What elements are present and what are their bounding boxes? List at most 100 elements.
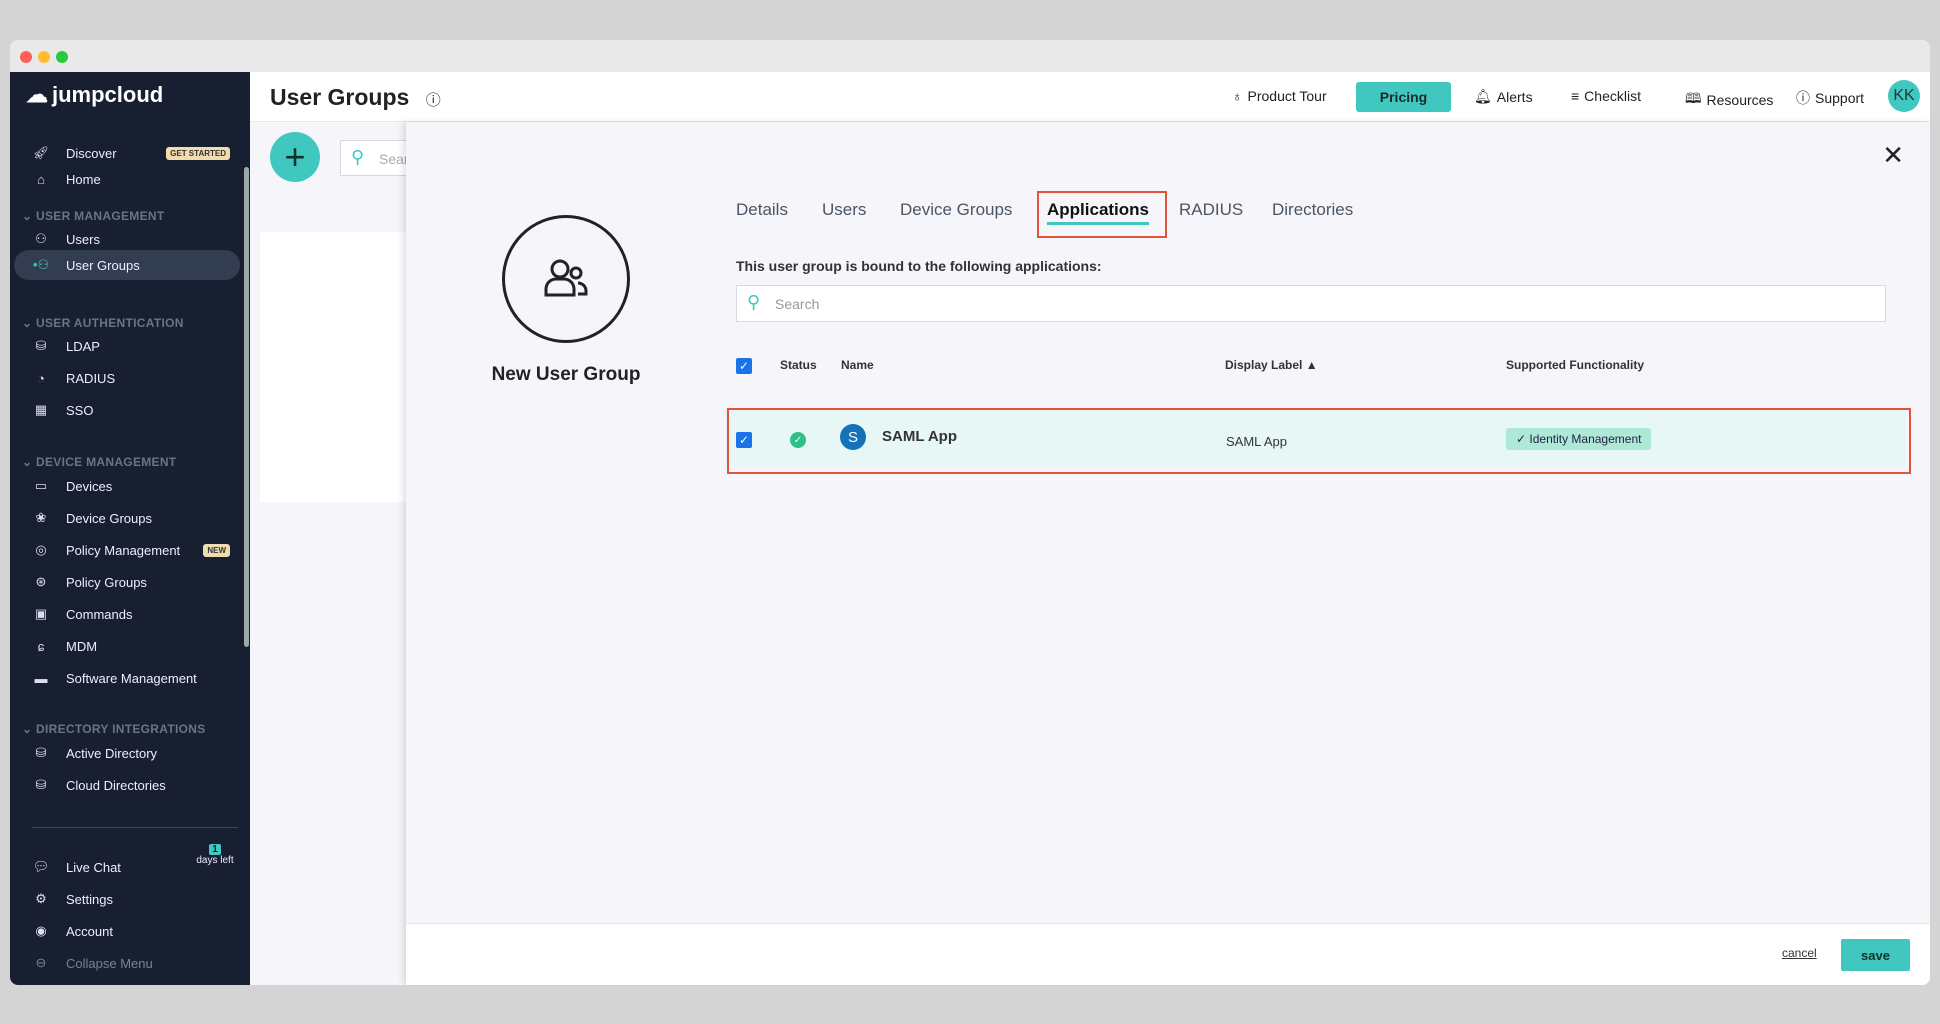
trial-counter: 1 days left — [190, 844, 240, 866]
checklist-button[interactable]: ≡ Checklist — [1571, 88, 1641, 104]
logo[interactable]: ☁ jumpcloud — [26, 82, 163, 108]
label: MDM — [66, 638, 98, 654]
highlight-box-row — [727, 408, 1911, 474]
label: Policy Management — [66, 542, 181, 558]
sidebar-item-active-directory[interactable]: ⛁ Active Directory — [14, 738, 240, 768]
label: Policy Groups — [66, 574, 147, 590]
tab-users[interactable]: Users — [822, 200, 867, 219]
cloud-icon: ☁ — [26, 82, 48, 107]
sidebar-item-device-groups[interactable]: ❀ Device Groups — [14, 503, 240, 533]
radius-icon: ◔ — [37, 370, 45, 386]
close-window-button[interactable] — [20, 51, 32, 63]
section-title: DIRECTORY INTEGRATIONS — [36, 722, 206, 736]
chat-icon: 💬︎ — [32, 859, 50, 874]
sidebar-item-radius[interactable]: ◔ RADIUS — [14, 363, 240, 393]
close-icon[interactable]: ✕ — [1882, 140, 1904, 170]
laptop-icon: ▬ — [34, 670, 48, 686]
status-active-icon: ✓ — [790, 432, 806, 448]
pricing-button[interactable]: Pricing — [1356, 82, 1451, 112]
logo-text: jumpcloud — [52, 82, 164, 107]
sidebar-item-user-groups[interactable]: •⚇ User Groups — [14, 250, 240, 280]
trial-days: 1 — [209, 844, 221, 855]
sidebar-item-live-chat[interactable]: 💬︎ Live Chat — [14, 852, 240, 882]
sidebar-item-commands[interactable]: ▣ Commands — [14, 599, 240, 629]
app-window: ☁ jumpcloud 🚀︎ Discover GET STARTED ⌂ Home ⌄… — [10, 40, 1930, 985]
app-avatar: S — [840, 424, 866, 450]
sidebar-item-settings[interactable]: ⚙ Settings — [14, 884, 240, 914]
collapse-menu-button[interactable]: ⊖ Collapse Menu — [14, 948, 240, 978]
label: Live Chat — [66, 859, 121, 875]
sidebar-scrollbar[interactable] — [244, 167, 249, 647]
sidebar-item-policy-management[interactable]: ◎ Policy Management NEW — [14, 535, 240, 565]
label: RADIUS — [66, 370, 116, 386]
label: Cloud Directories — [66, 777, 166, 793]
sidebar-item-cloud-directories[interactable]: ⛁ Cloud Directories — [14, 770, 240, 800]
cancel-button[interactable]: cancel — [1782, 946, 1817, 960]
tab-directories[interactable]: Directories — [1272, 200, 1354, 219]
search-icon: ⚲ — [747, 292, 761, 312]
sidebar-item-discover[interactable]: 🚀︎ Discover GET STARTED — [14, 138, 240, 168]
terminal-icon: ▣ — [34, 606, 48, 621]
sidebar-item-account[interactable]: ◉ Account — [14, 916, 240, 946]
title-text: User Groups — [270, 84, 410, 110]
info-icon[interactable]: ⓘ — [425, 92, 441, 109]
user-avatar[interactable]: KK — [1888, 80, 1920, 112]
sidebar-item-sso[interactable]: ▦ SSO — [14, 395, 240, 425]
label: Resources — [1706, 92, 1774, 108]
policy-icon: ◎ — [35, 542, 47, 557]
bound-description: This user group is bound to the followin… — [736, 258, 1102, 274]
save-button[interactable]: save — [1841, 939, 1910, 971]
maximize-window-button[interactable] — [56, 51, 68, 63]
column-supported-functionality[interactable]: Supported Functionality — [1506, 358, 1644, 372]
group-name: New User Group — [491, 364, 641, 385]
sidebar-item-ldap[interactable]: ⛁ LDAP — [14, 331, 240, 361]
sidebar-item-users[interactable]: ⚇ Users — [14, 224, 240, 254]
section-title: USER MANAGEMENT — [36, 209, 165, 223]
select-all-checkbox[interactable]: ✓ — [736, 358, 752, 374]
label: Home — [66, 171, 101, 187]
label: Account — [66, 923, 113, 939]
panel-footer: cancel save — [406, 923, 1930, 985]
sidebar-item-devices[interactable]: ▭ Devices — [14, 471, 240, 501]
product-tour-button[interactable]: ♁ Product Tour — [1232, 88, 1327, 104]
label: Settings — [66, 891, 113, 907]
minimize-window-button[interactable] — [38, 51, 50, 63]
tab-device-groups[interactable]: Device Groups — [900, 200, 1013, 219]
trial-text: days left — [196, 855, 234, 866]
cloud-directories-icon: ⛁ — [35, 777, 47, 792]
new-badge: NEW — [203, 543, 230, 557]
tab-applications[interactable]: Applications — [1047, 200, 1150, 225]
label: Checklist — [1584, 88, 1641, 104]
row-checkbox[interactable]: ✓ — [736, 432, 752, 448]
label: Support — [1815, 90, 1865, 106]
resources-button[interactable]: 🕮 Resources — [1685, 88, 1773, 112]
tab-details[interactable]: Details — [736, 200, 788, 219]
sidebar-item-software-management[interactable]: ▬ Software Management — [14, 663, 240, 693]
support-button[interactable]: ⓘ Support — [1796, 88, 1864, 108]
applications-search-input[interactable]: ⚲ Search — [736, 285, 1886, 322]
label: Product Tour — [1247, 88, 1327, 104]
section-device-management[interactable]: ⌄ DEVICE MANAGEMENT — [22, 455, 177, 469]
sidebar-item-home[interactable]: ⌂ Home — [14, 164, 240, 194]
table-row[interactable] — [726, 408, 1906, 468]
add-group-button[interactable]: + — [270, 132, 320, 182]
section-title: DEVICE MANAGEMENT — [36, 455, 177, 469]
home-icon: ⌂ — [37, 171, 45, 187]
divider — [32, 827, 238, 828]
sso-icon: ▦ — [34, 402, 48, 417]
column-display-label[interactable]: Display Label ▲ — [1225, 358, 1318, 372]
placeholder: Search — [775, 296, 820, 312]
column-name[interactable]: Name — [841, 358, 874, 372]
placeholder: Sear — [379, 151, 409, 167]
sidebar-item-policy-groups[interactable]: ⊛ Policy Groups — [14, 567, 240, 597]
sidebar-item-mdm[interactable]: ɕ MDM — [14, 631, 240, 661]
section-directory-integrations[interactable]: ⌄ DIRECTORY INTEGRATIONS — [22, 722, 206, 736]
label: Device Groups — [66, 510, 152, 526]
section-user-authentication[interactable]: ⌄ USER AUTHENTICATION — [22, 316, 184, 330]
section-user-management[interactable]: ⌄ USER MANAGEMENT — [22, 209, 165, 223]
tab-radius[interactable]: RADIUS — [1179, 200, 1244, 219]
column-status[interactable]: Status — [780, 358, 817, 372]
alerts-button[interactable]: 🔔︎ Alerts — [1474, 88, 1533, 105]
user-group-icon — [544, 259, 588, 297]
app-name[interactable]: SAML App — [882, 428, 957, 445]
